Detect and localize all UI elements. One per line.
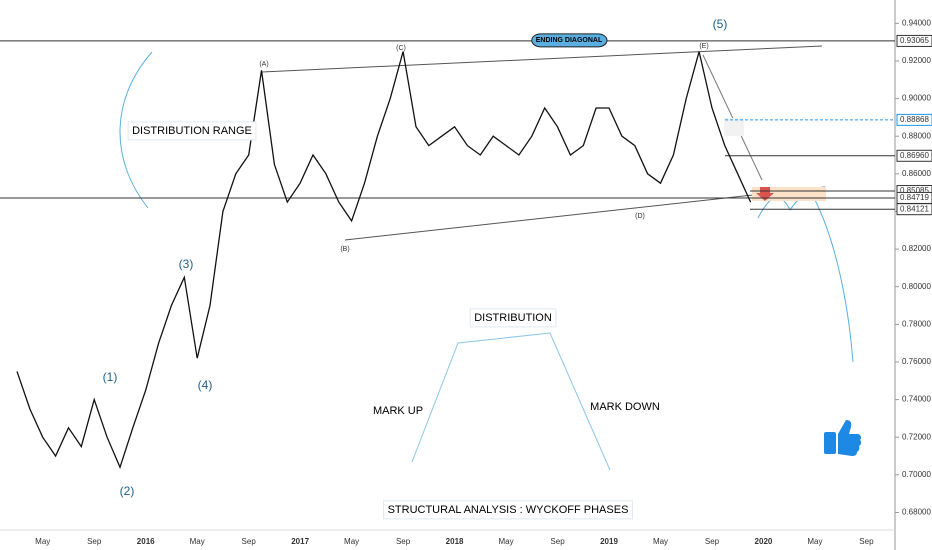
y-tick-label: 0.80000 [902, 282, 931, 291]
y-tick-label: 0.72000 [902, 432, 931, 441]
y-tick-label: 0.88000 [902, 131, 931, 140]
x-tick-label: Sep [242, 537, 257, 546]
price-label: 0.86960 [900, 151, 929, 160]
annotation: ENDING DIAGONAL [536, 37, 603, 44]
y-tick-label: 0.76000 [902, 357, 931, 366]
price-line [16, 51, 752, 470]
annotation: DISTRIBUTION RANGE [132, 125, 252, 137]
x-tick-label: Sep [705, 537, 720, 546]
x-tick-label: Sep [550, 537, 565, 546]
annotation: (E) [699, 43, 708, 50]
x-tick-label: May [344, 537, 359, 546]
phase-arrows [411, 332, 611, 471]
x-tick-label: 2017 [291, 537, 309, 546]
trendline [261, 45, 823, 73]
price-label: 0.84121 [900, 204, 929, 213]
annotation: STRUCTURAL ANALYSIS : WYCKOFF PHASES [388, 504, 629, 516]
price-label-box [896, 34, 932, 47]
y-tick-label: 0.74000 [902, 395, 931, 404]
y-tick-label: 0.92000 [902, 56, 931, 65]
annotation: (C) [396, 45, 406, 52]
price-label-box [896, 113, 932, 126]
icon-part [824, 432, 836, 454]
trendline [702, 54, 763, 181]
x-tick-label: Sep [87, 537, 102, 546]
trendline [344, 186, 826, 241]
price-label: 0.85085 [900, 186, 929, 195]
price-label: 0.93065 [900, 36, 929, 45]
x-tick-label: 2020 [755, 537, 773, 546]
label-box [383, 500, 633, 520]
x-tick-label: Sep [859, 537, 874, 546]
y-tick-label: 0.70000 [902, 470, 931, 479]
x-tick-label: 2018 [446, 537, 464, 546]
price-label: 0.84719 [900, 193, 929, 202]
annotation: (5) [713, 17, 728, 31]
annotation: (4) [198, 378, 213, 392]
label-box [127, 121, 257, 141]
sell-marker [756, 187, 774, 201]
x-tick-label: May [190, 537, 205, 546]
price-label-box [896, 203, 932, 216]
y-tick-label: 0.82000 [902, 244, 931, 253]
x-tick-label: Sep [396, 537, 411, 546]
x-tick-label: May [35, 537, 50, 546]
y-tick-label: 0.68000 [902, 508, 931, 517]
annotation: (1) [103, 370, 118, 384]
range-arrow [119, 51, 153, 209]
shade [724, 118, 744, 136]
x-tick-label: 2016 [137, 537, 155, 546]
annotation: (A) [259, 61, 268, 68]
label-box [469, 308, 557, 328]
annotation: (2) [120, 484, 135, 498]
icon-part [838, 420, 862, 456]
x-tick-label: May [807, 537, 822, 546]
y-tick-label: 0.86000 [902, 169, 931, 178]
price-label: 0.88868 [900, 115, 929, 124]
forecast-path [757, 195, 854, 363]
x-tick-label: May [653, 537, 668, 546]
annotation: DISTRIBUTION [474, 312, 552, 324]
y-tick-label: 0.94000 [902, 18, 931, 27]
x-tick-label: 2019 [600, 537, 618, 546]
annotation: (3) [179, 257, 194, 271]
price-label-box [896, 149, 932, 162]
y-tick-label: 0.90000 [902, 94, 931, 103]
x-tick-label: May [498, 537, 513, 546]
annotation: (D) [635, 213, 645, 220]
annotation: MARK DOWN [590, 401, 660, 413]
drawings [119, 45, 854, 471]
thumbs-up-icon [824, 420, 862, 456]
y-tick-label: 0.78000 [902, 319, 931, 328]
annotation: (B) [340, 246, 349, 253]
label-pill [531, 33, 608, 48]
annotation: MARK UP [373, 405, 423, 417]
